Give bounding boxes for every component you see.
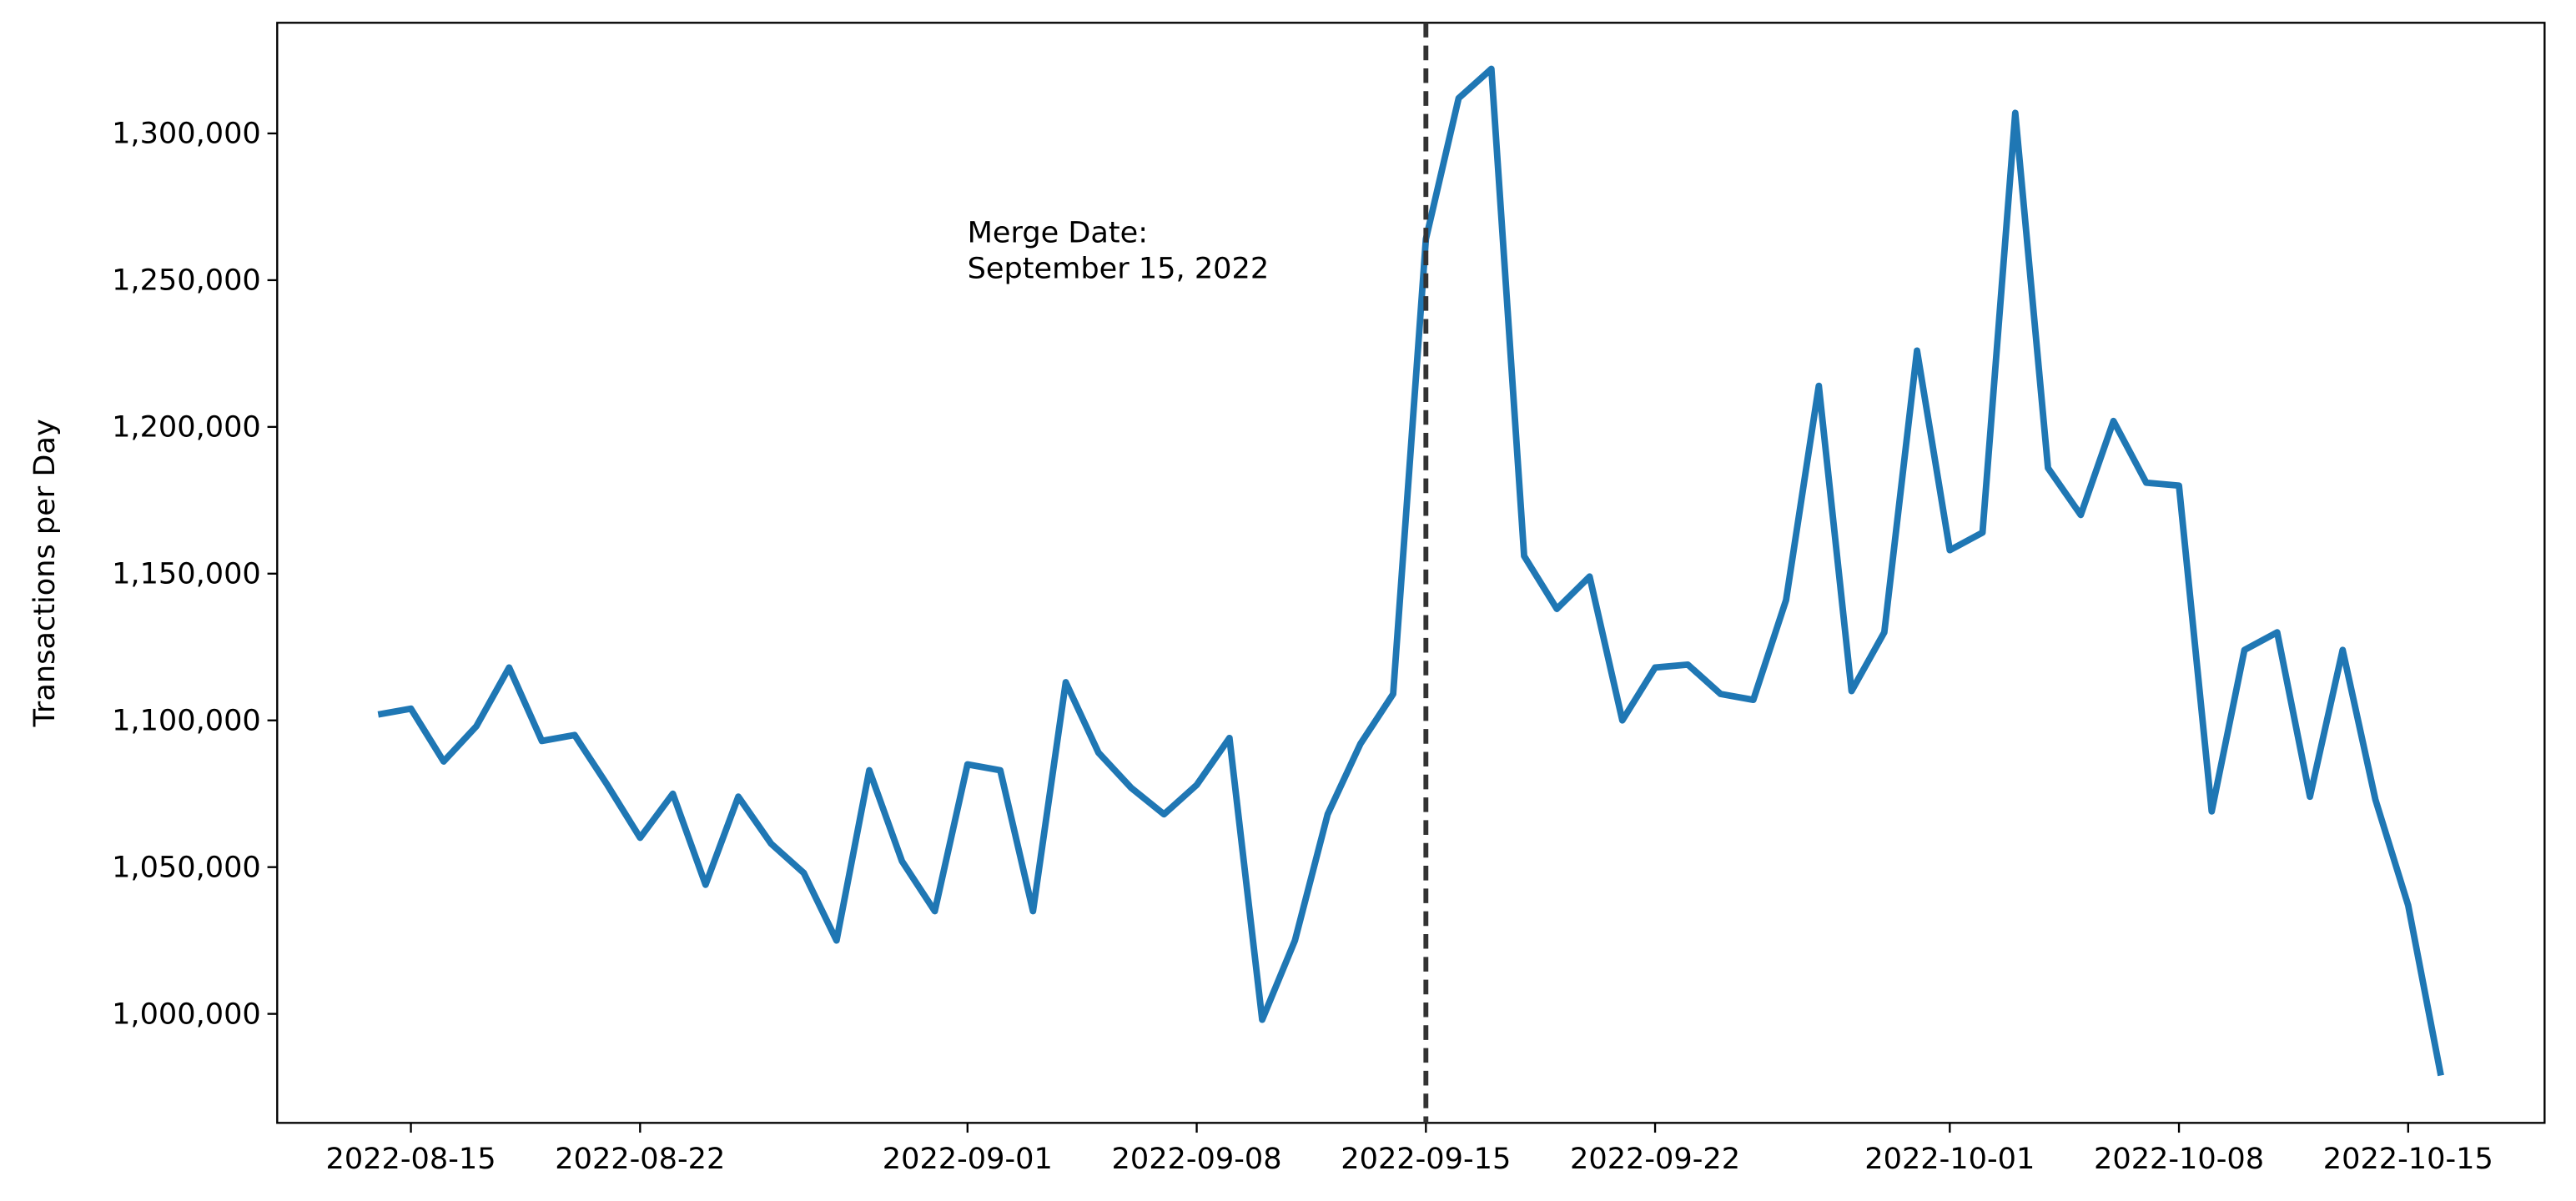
y-tick-label: 1,000,000 — [112, 997, 261, 1031]
y-axis-label: Transactions per Day — [28, 419, 62, 727]
y-tick-label: 1,100,000 — [112, 703, 261, 737]
x-tick-label: 2022-09-15 — [1341, 1142, 1511, 1176]
x-tick-label: 2022-09-01 — [883, 1142, 1053, 1176]
x-tick-label: 2022-10-15 — [2323, 1142, 2493, 1176]
y-tick-label: 1,300,000 — [112, 117, 261, 151]
x-tick-label: 2022-09-22 — [1570, 1142, 1740, 1176]
data-line — [377, 65, 2444, 1077]
x-tick-label: 2022-09-08 — [1112, 1142, 1282, 1176]
y-tick-label: 1,200,000 — [112, 410, 261, 445]
y-tick-label: 1,250,000 — [112, 264, 261, 298]
y-tick-label: 1,150,000 — [112, 557, 261, 591]
x-tick-label: 2022-08-22 — [555, 1142, 725, 1176]
x-tick-label: 2022-08-15 — [326, 1142, 496, 1176]
x-tick-label: 2022-10-01 — [1864, 1142, 2035, 1176]
y-tick-label: 1,050,000 — [112, 850, 261, 884]
annotation: Merge Date: — [968, 216, 1149, 250]
plot-frame — [276, 22, 2546, 1124]
annotation: September 15, 2022 — [968, 252, 1270, 286]
x-tick-label: 2022-10-08 — [2094, 1142, 2264, 1176]
